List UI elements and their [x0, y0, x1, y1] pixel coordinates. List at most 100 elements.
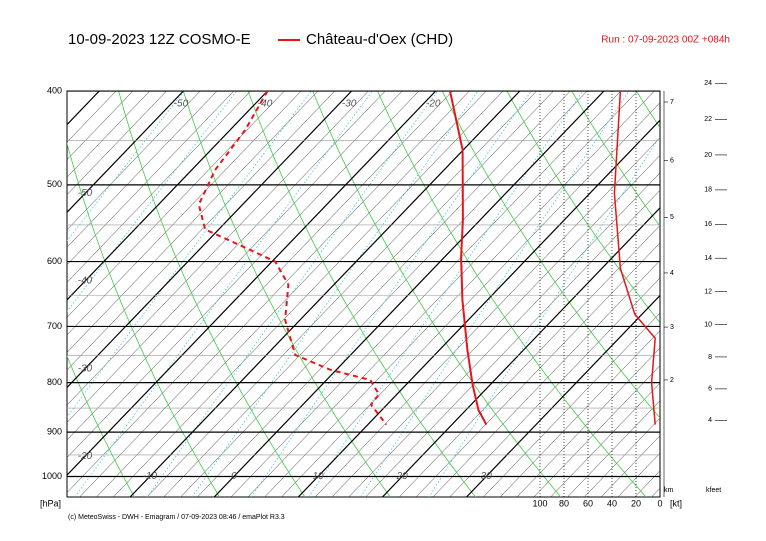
isotherm-minor: [533, 365, 660, 497]
isotherm-minor: [365, 189, 660, 497]
x-tick-label: 0: [231, 471, 237, 482]
isotherm-minor: [753, 91, 766, 497]
kfeet-tick-label: 20: [704, 152, 712, 159]
x-tick-label: 10: [312, 471, 324, 482]
x-tick-label: 30: [481, 471, 493, 482]
isotherm-minor: [449, 277, 660, 497]
dry-adiabat: [441, 91, 660, 419]
chart-title: 10-09-2023 12Z COSMO-E: [68, 31, 251, 48]
isotherm-minor: [584, 417, 660, 497]
isotherm: [67, 91, 268, 301]
kfeet-tick-label: 4: [708, 417, 712, 424]
kfeet-tick-label: 8: [708, 354, 712, 361]
isotherm-minor: [281, 102, 660, 497]
run-info: Run : 07-09-2023 00Z +084h: [601, 35, 730, 46]
wind-tick-label: 0: [657, 498, 662, 508]
dry-adiabat: [0, 69, 51, 501]
isotherm-minor: [348, 172, 660, 497]
y-tick-label: 700: [47, 321, 62, 331]
mixing-ratio-line: [74, 91, 373, 497]
isotherm-minor: [399, 225, 660, 497]
isotherm-minor: [500, 330, 660, 497]
isotherm: [381, 206, 660, 497]
x-tick-label: -30: [342, 99, 357, 110]
isotherm-minor: [67, 91, 134, 161]
dry-adiabat: [751, 69, 766, 501]
mixing-ratio-line: [250, 91, 532, 497]
dry-adiabat: [377, 91, 647, 497]
x-tick-label: -10: [143, 471, 158, 482]
isotherm-minor: [736, 91, 766, 497]
wind-axis-label: [kt]: [670, 498, 682, 508]
isotherm-minor: [685, 91, 766, 497]
isotherm-minor: [550, 382, 660, 497]
isotherm-minor: [67, 91, 167, 196]
dry-adiabat: [571, 91, 660, 227]
isotherm-minor: [79, 91, 470, 497]
dry-adiabat: [687, 69, 766, 501]
isotherm: [213, 91, 605, 497]
dry-adiabat: [506, 91, 660, 324]
x-tick-label: -50: [174, 99, 189, 110]
wind-speed-line: [613, 90, 656, 425]
isotherm-minor: [264, 91, 655, 497]
isotherm-minor: [567, 400, 660, 497]
isotherm-minor: [719, 91, 766, 497]
isotherm-minor: [314, 137, 660, 497]
legend-label: Château-d'Oex (CHD): [306, 31, 453, 48]
wind-tick-label: 40: [607, 498, 617, 508]
mixing-ratio-line: [308, 91, 584, 497]
isotherm-minor: [146, 91, 537, 497]
isotherm-minor: [67, 91, 453, 493]
dry-adiabat: [67, 142, 221, 497]
isotherm-minor: [415, 242, 660, 497]
kfeet-tick-label: 10: [704, 321, 712, 328]
foreground: -50-50-40-40-30-30-20-20-10 0 10 20 30400500…: [42, 80, 727, 508]
isotherm-minor: [67, 91, 251, 283]
isotherm: [297, 119, 660, 497]
x-tick-label: -40: [78, 276, 93, 287]
isotherm-minor: [668, 91, 766, 497]
x-tick-label: -40: [258, 99, 273, 110]
background-grid: [0, 69, 766, 501]
km-tick-label: 6: [670, 157, 674, 164]
km-axis-label: km: [664, 487, 674, 494]
isotherm-minor: [247, 91, 638, 497]
dry-adiabat: [118, 91, 306, 497]
x-tick-label: -20: [426, 99, 441, 110]
isotherm-minor: [67, 91, 420, 458]
wind-tick-label: 20: [631, 498, 641, 508]
isotherm-minor: [67, 91, 369, 406]
km-tick-label: 7: [670, 99, 674, 106]
isotherm-minor: [67, 91, 285, 318]
kfeet-tick-label: 22: [704, 116, 712, 123]
isotherm-minor: [67, 91, 319, 353]
mixing-ratio-line: [191, 91, 479, 497]
isotherm-minor: [67, 91, 403, 441]
y-tick-label: 400: [47, 85, 62, 95]
y-tick-label: 600: [47, 256, 62, 266]
x-tick-label: -20: [78, 451, 93, 462]
dry-adiabat: [67, 355, 135, 497]
x-tick-label: -30: [78, 363, 93, 374]
kfeet-tick-label: 24: [704, 80, 712, 87]
mixing-ratio-line: [360, 91, 630, 497]
isotherm-minor: [67, 91, 386, 423]
km-tick-label: 4: [670, 270, 674, 277]
isotherm-minor: [67, 91, 150, 178]
isotherm-minor: [516, 347, 660, 497]
temperature-line: [449, 90, 488, 426]
x-tick-label: 20: [396, 471, 409, 482]
isotherm: [67, 91, 184, 214]
isotherm: [67, 91, 353, 389]
isotherm: [129, 91, 521, 497]
isotherm-minor: [67, 91, 218, 248]
wind-tick-label: 100: [532, 498, 547, 508]
dewpoint-line: [197, 90, 388, 426]
isotherm-minor: [230, 91, 621, 497]
kfeet-tick-label: 6: [708, 386, 712, 393]
kfeet-tick-label: 16: [704, 221, 712, 228]
km-tick-label: 3: [670, 324, 674, 331]
